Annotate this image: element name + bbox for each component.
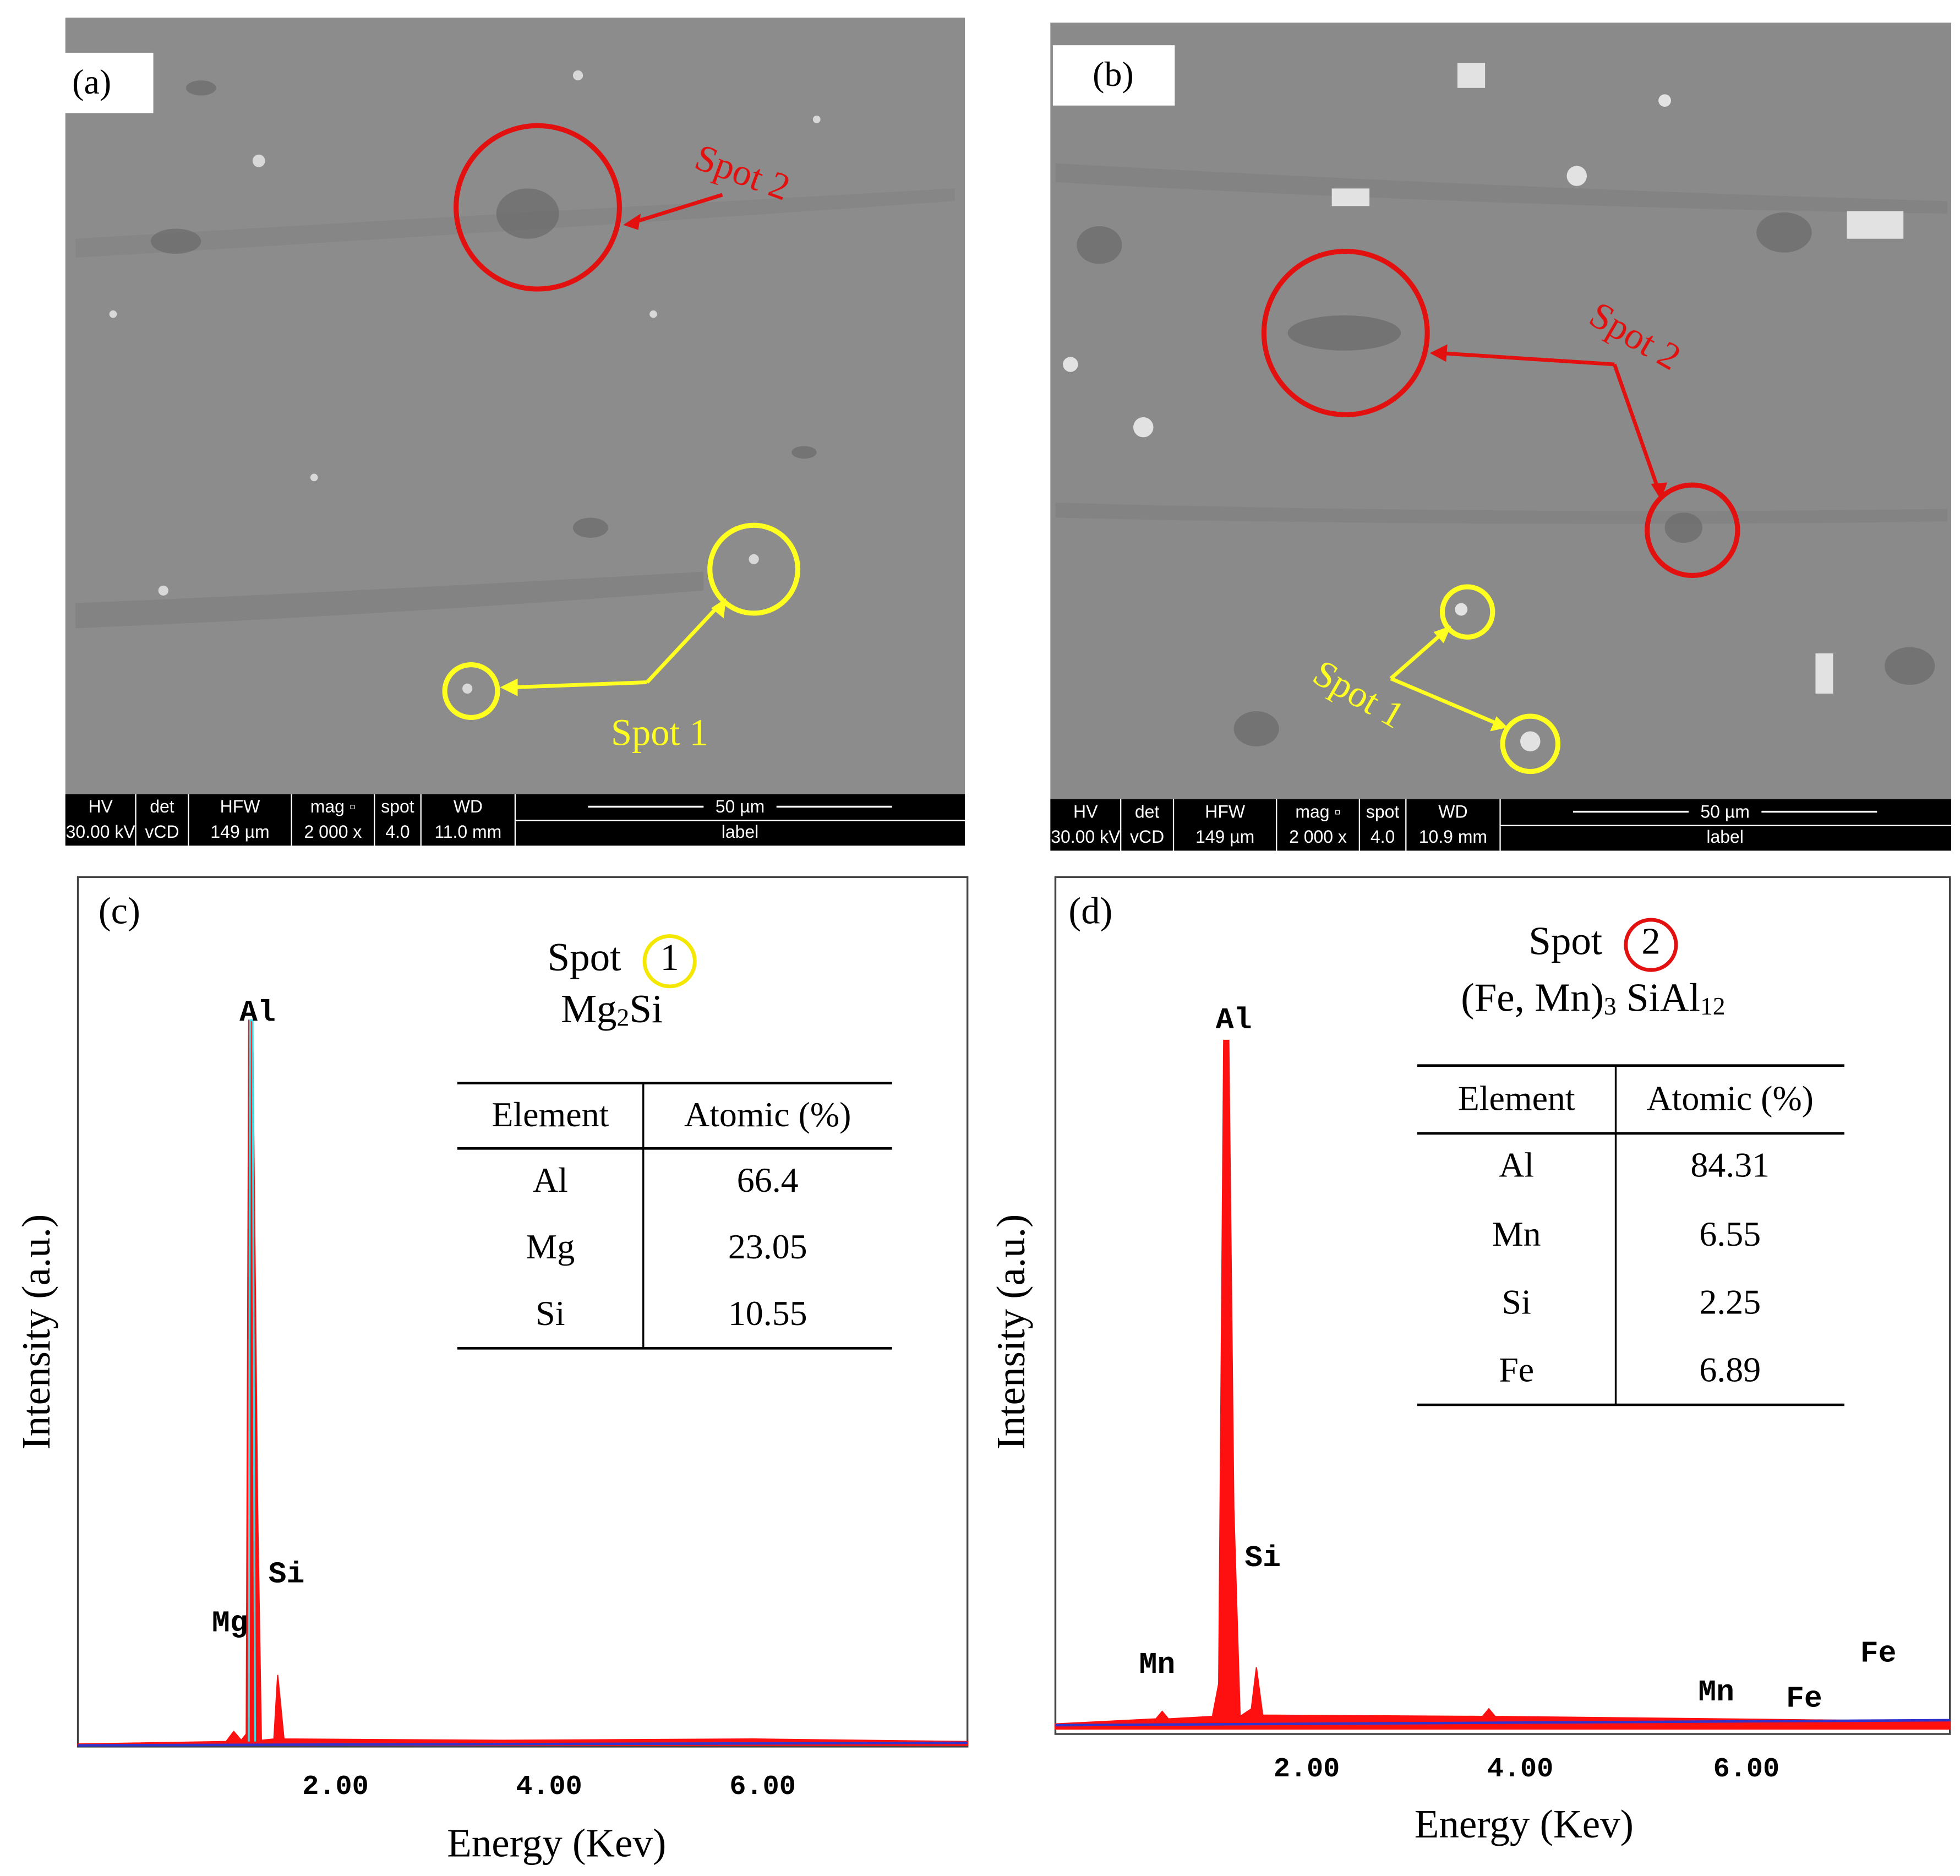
peak-label: Fe <box>1860 1637 1897 1671</box>
databar-header: HFW <box>220 797 261 816</box>
table-cell: Mn <box>1492 1214 1541 1253</box>
table-cell: 10.55 <box>728 1294 807 1333</box>
scale-bg <box>1688 801 1762 822</box>
table-cell: 6.55 <box>1699 1214 1761 1253</box>
table-cell: Si <box>1502 1282 1531 1321</box>
formula-part: SiAl <box>1617 975 1700 1019</box>
x-tick-label: 6.00 <box>1713 1754 1780 1785</box>
panel-label: (b) <box>1093 54 1134 94</box>
table-header: Element <box>492 1095 609 1134</box>
eds-frame <box>77 876 969 1748</box>
y-axis-title: Intensity (a.u.) <box>14 1214 58 1450</box>
spot-number: 1 <box>660 936 679 978</box>
formula-part: 3 <box>1604 992 1617 1020</box>
databar-header: WD <box>454 797 483 816</box>
spot-title: Spot <box>547 935 621 979</box>
table-cell: Al <box>1499 1146 1534 1185</box>
databar-header: mag ▫ <box>310 797 356 816</box>
databar-value: 11.0 mm <box>434 822 501 842</box>
databar-value: 149 µm <box>210 822 269 842</box>
x-tick-label: 6.00 <box>729 1771 796 1803</box>
scale-label: label <box>722 822 758 842</box>
sem-image-b <box>1050 23 1951 799</box>
eds-frame <box>1054 876 1951 1735</box>
databar-value: 4.0 <box>385 822 410 842</box>
panel-label: (a) <box>72 62 111 101</box>
y-axis-title: Intensity (a.u.) <box>989 1214 1033 1450</box>
x-tick-label: 4.00 <box>1487 1754 1554 1785</box>
peak-label: Si <box>1244 1541 1281 1575</box>
table-cell: 84.31 <box>1690 1146 1770 1185</box>
spot-ring <box>1624 918 1678 972</box>
scale-bg <box>703 797 777 817</box>
spot-number: 2 <box>1641 920 1660 962</box>
databar-value: 149 µm <box>1195 827 1254 847</box>
x-tick-label: 2.00 <box>302 1771 369 1803</box>
databar-header: HV <box>1073 801 1098 821</box>
spectrum-c <box>77 1019 968 1747</box>
peak-label: Mn <box>1139 1648 1175 1682</box>
table-cell: Fe <box>1499 1350 1534 1389</box>
peak-label: Al <box>239 996 276 1030</box>
databar-header: spot <box>1366 801 1399 821</box>
databar-value: 2 000 x <box>304 822 362 842</box>
peak-label: Al <box>1216 1004 1252 1038</box>
peak-label: Mn <box>1698 1676 1734 1710</box>
sem-image-a <box>65 17 965 794</box>
formula-part: Mg <box>561 986 616 1031</box>
spectrum-d <box>1055 1039 1951 1730</box>
table-cell: Mg <box>526 1227 575 1266</box>
spot-title: Spot <box>1528 918 1602 963</box>
x-tick-label: 4.00 <box>516 1771 582 1803</box>
databar-value: 10.9 mm <box>1419 827 1487 847</box>
databar-header: det <box>150 797 174 816</box>
formula-part: Si <box>629 986 663 1031</box>
spot-ring <box>642 934 697 989</box>
databar-value: vCD <box>1130 827 1164 847</box>
databar-value: vCD <box>145 822 179 842</box>
x-tick-label: 2.00 <box>1274 1754 1340 1785</box>
table-cell: 6.89 <box>1699 1350 1761 1389</box>
panel-label: (c) <box>99 890 140 931</box>
databar-value: 4.0 <box>1371 827 1395 847</box>
databar-header: mag ▫ <box>1295 801 1340 821</box>
x-axis-title: Energy (Kev) <box>1415 1802 1634 1846</box>
databar-header: WD <box>1438 801 1467 821</box>
peak-label: Fe <box>1786 1682 1822 1716</box>
databar-header: det <box>1135 801 1160 821</box>
x-axis-title: Energy (Kev) <box>447 1820 666 1865</box>
label-box <box>1052 45 1175 106</box>
scale-text: 50 µm <box>1700 801 1749 821</box>
table-cell: Al <box>533 1160 568 1199</box>
databar-header: HV <box>88 797 113 816</box>
peak-label: Mg <box>212 1607 248 1641</box>
databar-value: 30.00 kV <box>1051 827 1121 847</box>
databar-header: HFW <box>1205 801 1246 821</box>
peak-label: Si <box>269 1558 305 1592</box>
databar-value: 30.00 kV <box>66 822 136 842</box>
table-cell: Si <box>536 1294 565 1333</box>
scale-label: label <box>1706 827 1743 847</box>
table-header: Atomic (%) <box>1647 1079 1814 1118</box>
formula-part: 2 <box>617 1004 630 1032</box>
table-header: Atomic (%) <box>684 1095 851 1134</box>
table-cell: 2.25 <box>1699 1282 1761 1321</box>
formula-part: (Fe, Mn) <box>1461 975 1604 1019</box>
formula-part: 12 <box>1700 992 1726 1020</box>
phase-formula: Mg2Si <box>561 986 663 1032</box>
databar-header: spot <box>381 797 414 816</box>
table-header: Element <box>1458 1079 1575 1118</box>
panel-label: (d) <box>1068 890 1112 931</box>
label-box <box>31 52 154 113</box>
databar-value: 2 000 x <box>1289 827 1347 847</box>
spot-label: Spot 1 <box>611 711 708 753</box>
table-cell: 23.05 <box>728 1227 807 1266</box>
phase-formula: (Fe, Mn)3 SiAl12 <box>1461 975 1725 1020</box>
table-cell: 66.4 <box>737 1160 799 1199</box>
scale-text: 50 µm <box>716 797 765 816</box>
